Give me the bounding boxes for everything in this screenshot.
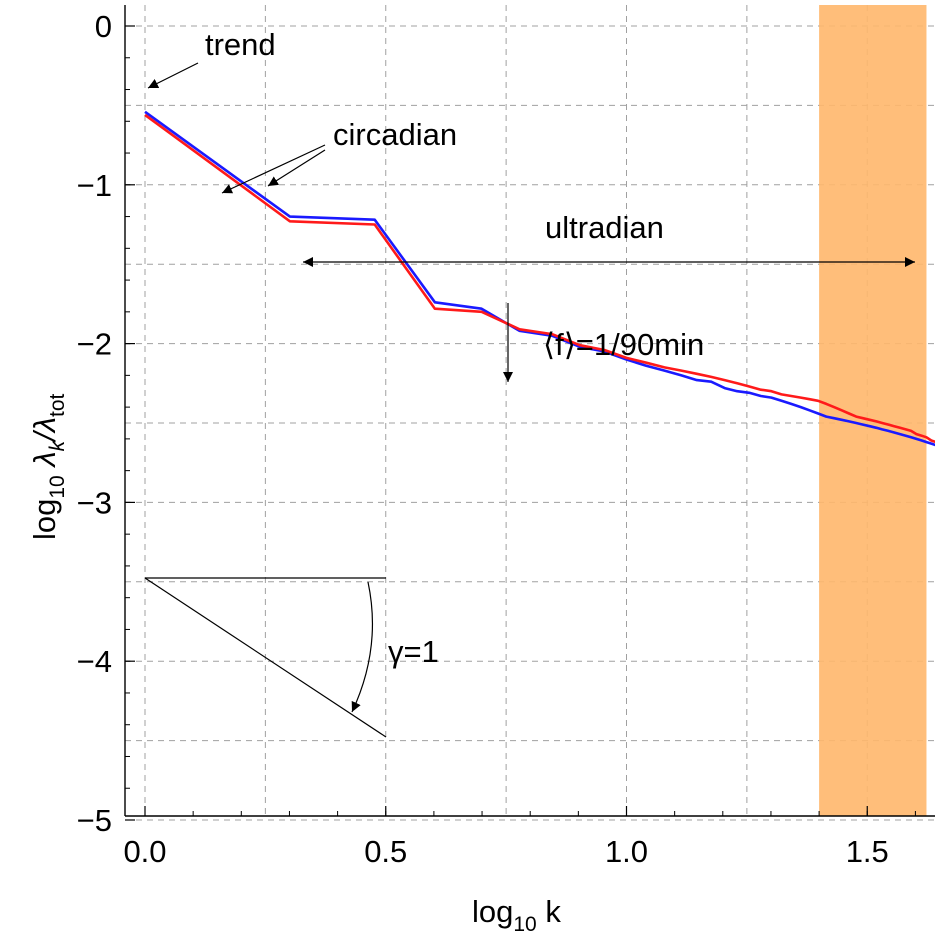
- circadian-arrow-1: [221, 144, 326, 194]
- series-line-1: [144, 110, 935, 447]
- annotation-trend: trend: [205, 27, 276, 62]
- annotations: trend circadian ultradian ⟨f⟩=1/90min γ=…: [144, 27, 915, 738]
- x-axis-label: log10 k: [472, 894, 561, 935]
- circadian-arrow-2: [267, 149, 326, 187]
- y-axis-label: log10 λk/λtot: [27, 394, 69, 540]
- y-tick-label: −2: [77, 327, 112, 362]
- trend-arrow: [147, 62, 199, 89]
- x-tick-label: 1.5: [846, 834, 889, 869]
- annotation-gamma: γ=1: [388, 634, 439, 669]
- annotation-ultradian: ultradian: [545, 210, 664, 245]
- frequency-band: [819, 5, 927, 816]
- series-line-2: [144, 113, 935, 444]
- slope-angle-arc: [351, 581, 374, 713]
- annotation-circadian: circadian: [333, 117, 457, 152]
- annotation-frequency: ⟨f⟩=1/90min: [543, 327, 704, 362]
- y-tick-label: −1: [77, 168, 112, 203]
- series-lines: [144, 110, 935, 447]
- x-tick-label: 0.5: [364, 834, 407, 869]
- axes: 0.00.51.01.52.02.53.00−1−2−3−4−5: [77, 5, 935, 869]
- x-tick-label: 1.0: [605, 834, 648, 869]
- y-tick-label: −4: [77, 644, 112, 679]
- y-tick-label: −5: [77, 803, 112, 838]
- y-tick-label: −3: [77, 485, 112, 520]
- x-tick-label: 0.0: [123, 834, 166, 869]
- y-tick-label: 0: [95, 9, 112, 44]
- slope-reference-diagonal: [144, 577, 387, 738]
- frequency-band-rect: [819, 5, 927, 816]
